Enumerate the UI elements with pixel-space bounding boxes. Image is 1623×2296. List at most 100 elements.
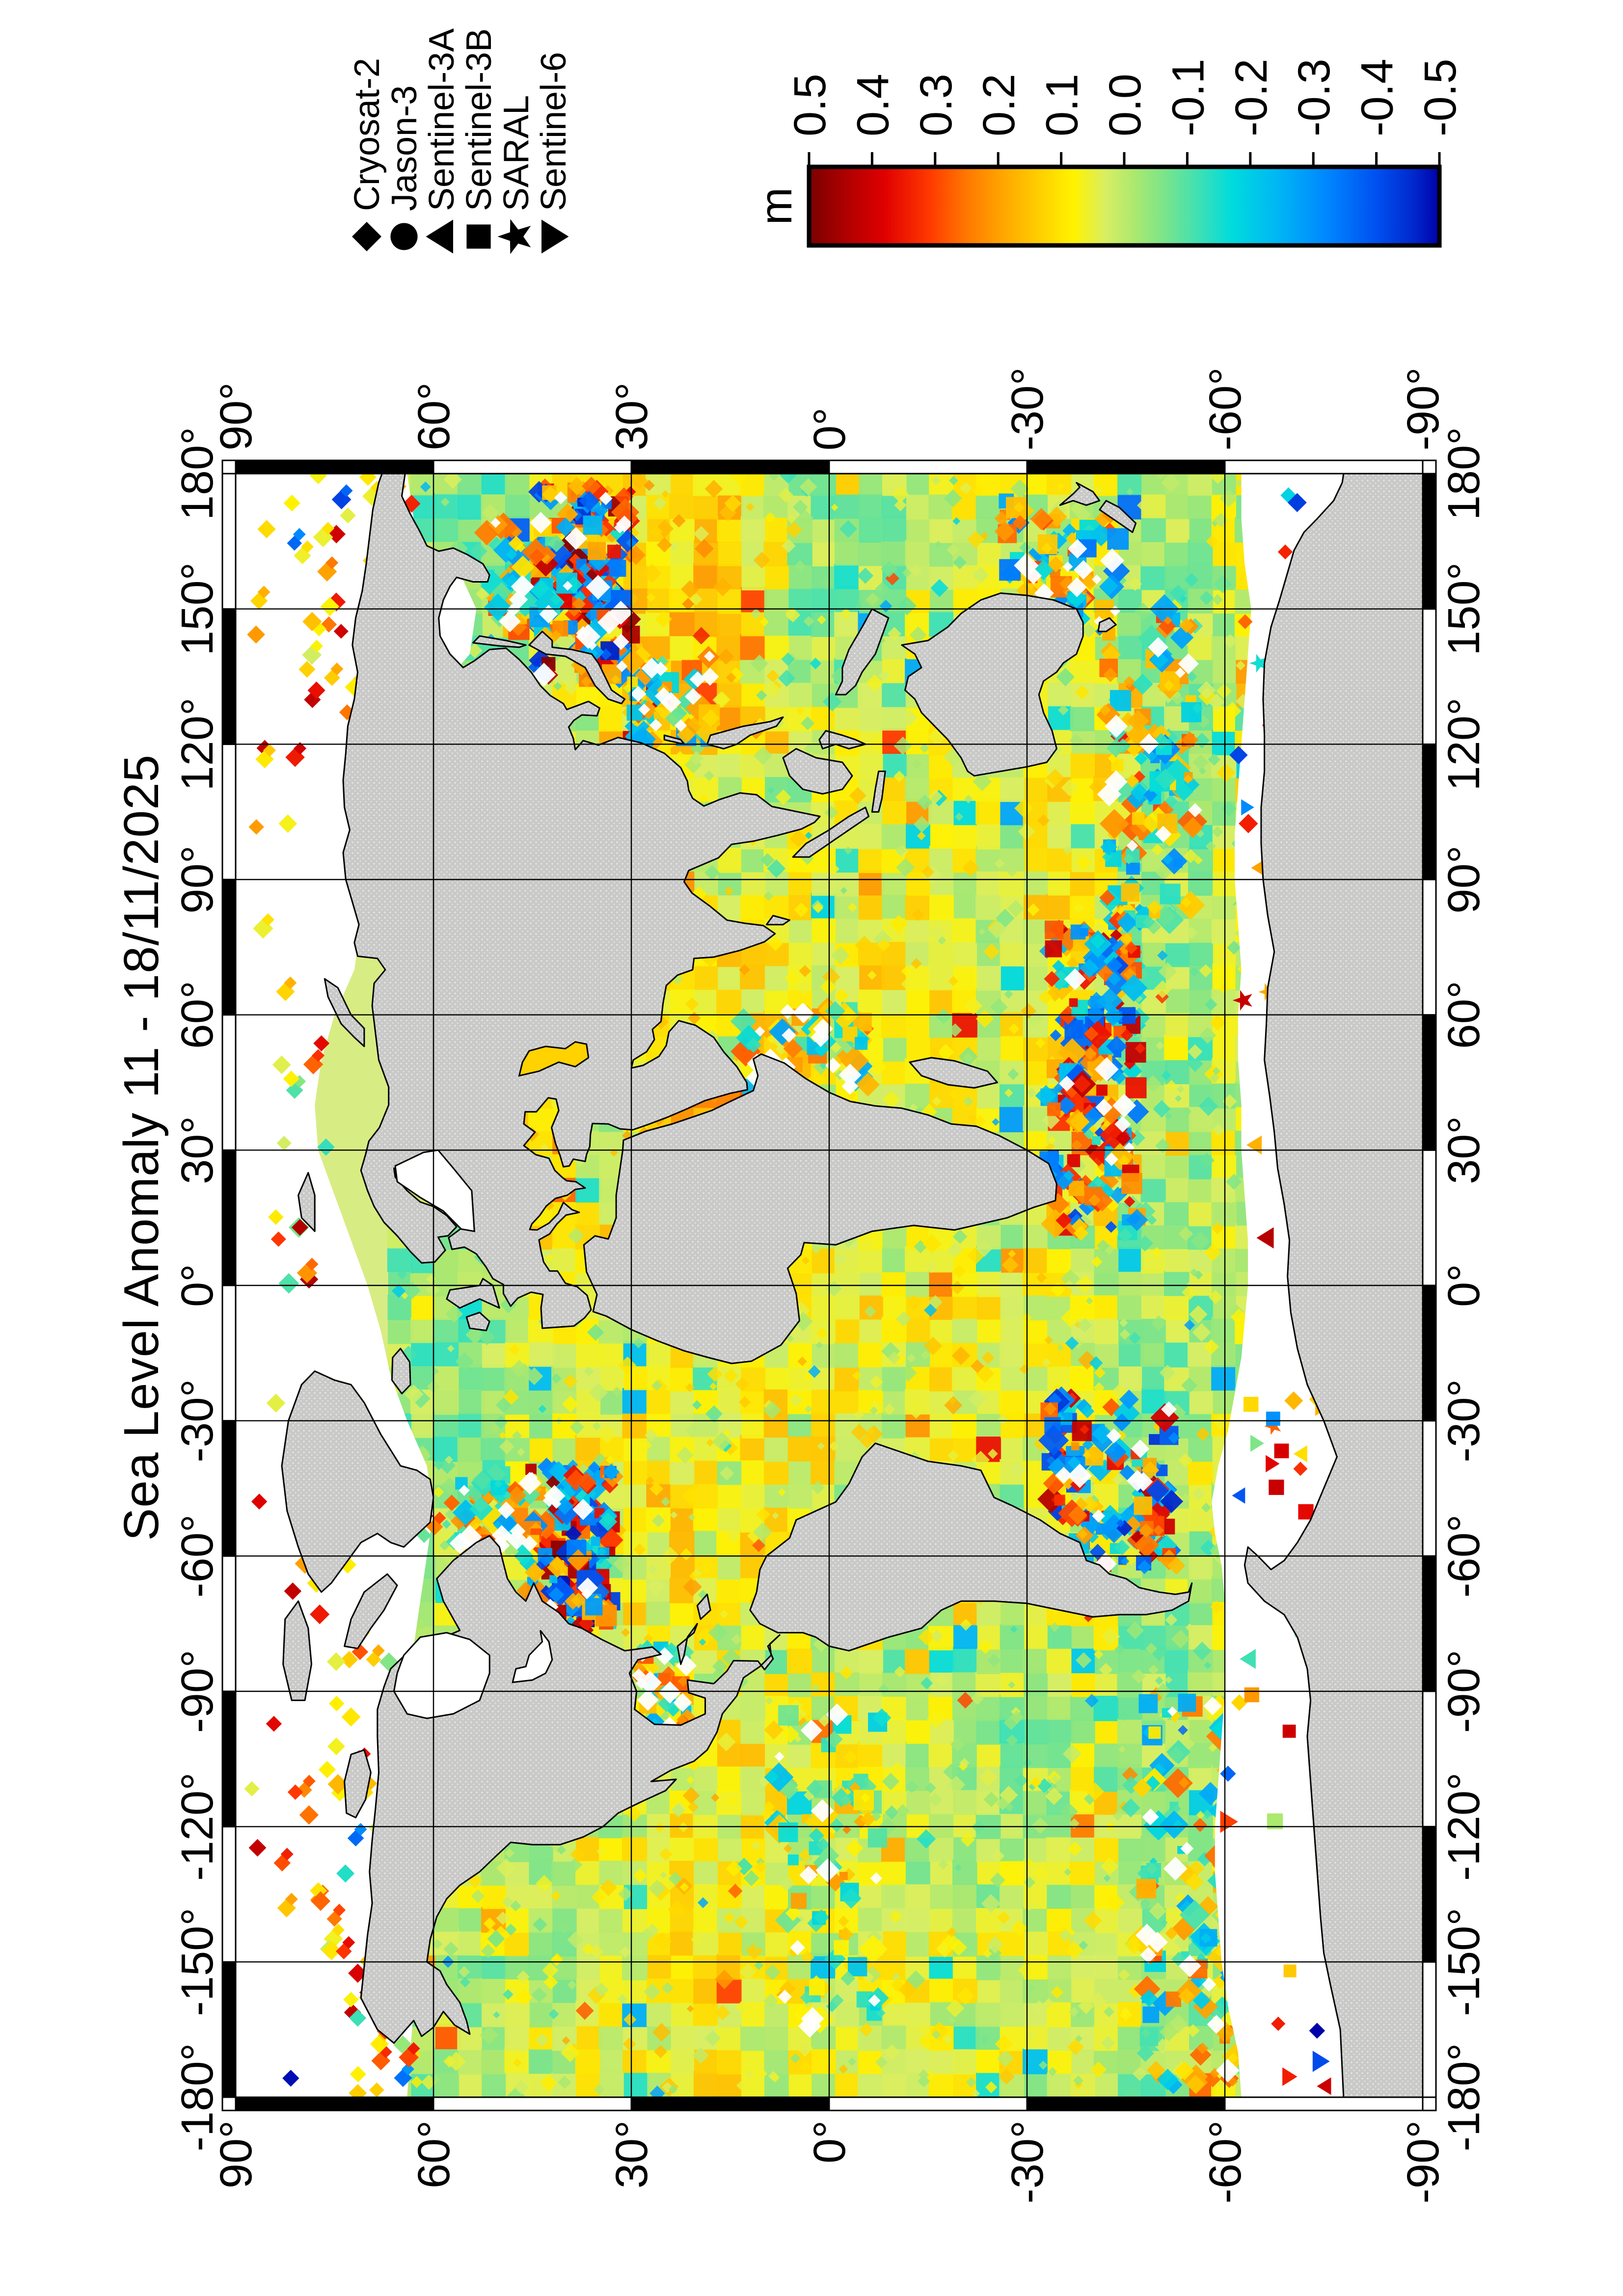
sea-anomaly-cell bbox=[836, 871, 862, 897]
sea-anomaly-cell bbox=[859, 870, 885, 896]
sea-anomaly-cell bbox=[952, 1647, 978, 1673]
sea-anomaly-cell bbox=[1001, 1435, 1027, 1461]
sea-anomaly-cell bbox=[952, 1293, 978, 1319]
sea-anomaly-cell bbox=[1094, 1293, 1120, 1319]
sea-anomaly-cell bbox=[623, 1883, 649, 1909]
sea-anomaly-cell bbox=[976, 1741, 1002, 1767]
sea-anomaly-cell bbox=[788, 681, 814, 707]
sea-anomaly-cell bbox=[1000, 1860, 1026, 1886]
sea-anomaly-cell bbox=[741, 494, 767, 520]
sea-anomaly-cell bbox=[1188, 1459, 1214, 1485]
sea-anomaly-cell bbox=[1094, 1318, 1120, 1344]
sea-anomaly-cell bbox=[977, 1317, 1003, 1343]
sea-anomaly-cell bbox=[575, 1859, 601, 1885]
sea-anomaly-cell bbox=[999, 1081, 1025, 1107]
sea-anomaly-cell bbox=[434, 1317, 460, 1343]
sea-anomaly-cell bbox=[1095, 1718, 1121, 1744]
sea-anomaly-cell bbox=[881, 1883, 907, 1909]
sea-anomaly-cell bbox=[1000, 1271, 1026, 1297]
sea-anomaly-cell bbox=[1188, 1436, 1214, 1462]
sea-anomaly-cell bbox=[716, 612, 742, 638]
sea-anomaly-cell bbox=[529, 2002, 555, 2028]
sea-anomaly-cell bbox=[905, 1648, 931, 1674]
sea-anomaly-cell bbox=[1024, 1719, 1050, 1745]
sea-anomaly-cell bbox=[952, 775, 978, 801]
sea-anomaly-cell bbox=[999, 1341, 1025, 1367]
sea-anomaly-cell bbox=[1188, 493, 1214, 519]
sea-anomaly-cell bbox=[716, 988, 742, 1014]
sea-anomaly-cell bbox=[505, 2025, 531, 2051]
sea-anomaly-cell bbox=[1094, 1741, 1120, 1767]
sea-anomaly-cell bbox=[929, 894, 955, 920]
sea-anomaly-cell bbox=[1070, 1365, 1096, 1391]
sea-anomaly-cell bbox=[859, 1648, 885, 1674]
sea-anomaly-cell bbox=[881, 1012, 907, 1038]
sea-anomaly-cell bbox=[693, 494, 719, 520]
sea-anomaly-cell bbox=[929, 1413, 955, 1439]
sea-anomaly-cell bbox=[859, 1671, 885, 1697]
sea-anomaly-cell bbox=[459, 1412, 485, 1438]
sea-anomaly-cell bbox=[387, 1294, 413, 1320]
sea-anomaly-cell bbox=[858, 1906, 884, 1932]
sea-anomaly-cell bbox=[881, 1059, 907, 1085]
sea-anomaly-cell bbox=[622, 1954, 648, 1980]
sea-anomaly-cell bbox=[741, 1813, 767, 1839]
sea-anomaly-cell bbox=[459, 1364, 485, 1390]
sea-anomaly-cell bbox=[435, 1906, 461, 1932]
sea-anomaly-cell bbox=[1118, 1270, 1144, 1296]
sea-anomaly-cell bbox=[977, 541, 1003, 567]
sea-anomaly-cell bbox=[1071, 1247, 1097, 1273]
sea-anomaly-cell bbox=[1164, 1035, 1190, 1061]
sea-anomaly-cell bbox=[1000, 1647, 1026, 1673]
sea-anomaly-cell bbox=[600, 1389, 626, 1415]
sea-anomaly-cell bbox=[787, 1671, 813, 1697]
sea-anomaly-cell bbox=[741, 1976, 767, 2002]
sea-anomaly-cell bbox=[811, 1411, 837, 1437]
sea-anomaly-cell bbox=[1189, 1129, 1215, 1155]
sea-anomaly-cell bbox=[976, 869, 1002, 895]
sea-anomaly-cell bbox=[716, 1789, 742, 1815]
sea-anomaly-cell bbox=[859, 894, 885, 920]
sea-anomaly-cell bbox=[1213, 870, 1239, 896]
sea-anomaly-cell bbox=[622, 1413, 648, 1439]
sea-anomaly-cell bbox=[599, 1835, 625, 1861]
sea-anomaly-cell bbox=[859, 1364, 885, 1390]
sea-anomaly-cell bbox=[858, 1741, 884, 1767]
sea-anomaly-cell bbox=[693, 1978, 719, 2004]
sea-anomaly-cell bbox=[1047, 1883, 1073, 1909]
sea-anomaly-cell bbox=[905, 540, 931, 566]
sea-anomaly-cell bbox=[953, 2049, 979, 2075]
sea-anomaly-cell bbox=[694, 964, 720, 990]
sea-anomaly-cell bbox=[1000, 1836, 1026, 1862]
sea-anomaly-cell bbox=[622, 1859, 648, 1885]
sea-anomaly-cell bbox=[929, 1271, 955, 1297]
sea-anomaly-cell bbox=[1165, 1176, 1191, 1202]
sea-anomaly-cell bbox=[1141, 1293, 1167, 1319]
sea-anomaly-cell bbox=[740, 2025, 766, 2051]
sea-anomaly-cell bbox=[598, 1907, 624, 1933]
sea-anomaly-cell bbox=[647, 1459, 673, 1485]
sea-anomaly-cell bbox=[599, 1930, 625, 1956]
sea-anomaly-cell bbox=[433, 1436, 460, 1462]
sea-anomaly-cell bbox=[1071, 1718, 1097, 1744]
sea-anomaly-cell bbox=[693, 1813, 719, 1839]
sea-anomaly-cell bbox=[858, 1341, 884, 1367]
sea-anomaly-cell bbox=[906, 1293, 932, 1319]
eddy-anomaly-mark bbox=[1054, 1495, 1065, 1506]
sea-anomaly-cell bbox=[693, 1907, 719, 1933]
sea-anomaly-cell bbox=[1024, 1059, 1050, 1085]
sea-anomaly-cell bbox=[857, 2072, 883, 2097]
sea-anomaly-cell bbox=[1000, 2001, 1026, 2027]
sea-anomaly-cell bbox=[929, 1647, 955, 1673]
sea-anomaly-cell bbox=[529, 1436, 555, 1462]
sea-anomaly-cell bbox=[387, 1246, 413, 1272]
sea-anomaly-cell bbox=[1117, 2024, 1143, 2050]
sea-anomaly-cell bbox=[881, 540, 907, 566]
sea-anomaly-cell bbox=[905, 728, 931, 754]
sea-anomaly-cell bbox=[1070, 870, 1096, 896]
sea-anomaly-cell bbox=[598, 706, 624, 732]
eddy-anomaly-mark bbox=[583, 515, 602, 535]
sea-anomaly-cell bbox=[883, 1036, 909, 1062]
sea-anomaly-cell bbox=[975, 2001, 1001, 2027]
sea-anomaly-cell bbox=[905, 2048, 931, 2074]
